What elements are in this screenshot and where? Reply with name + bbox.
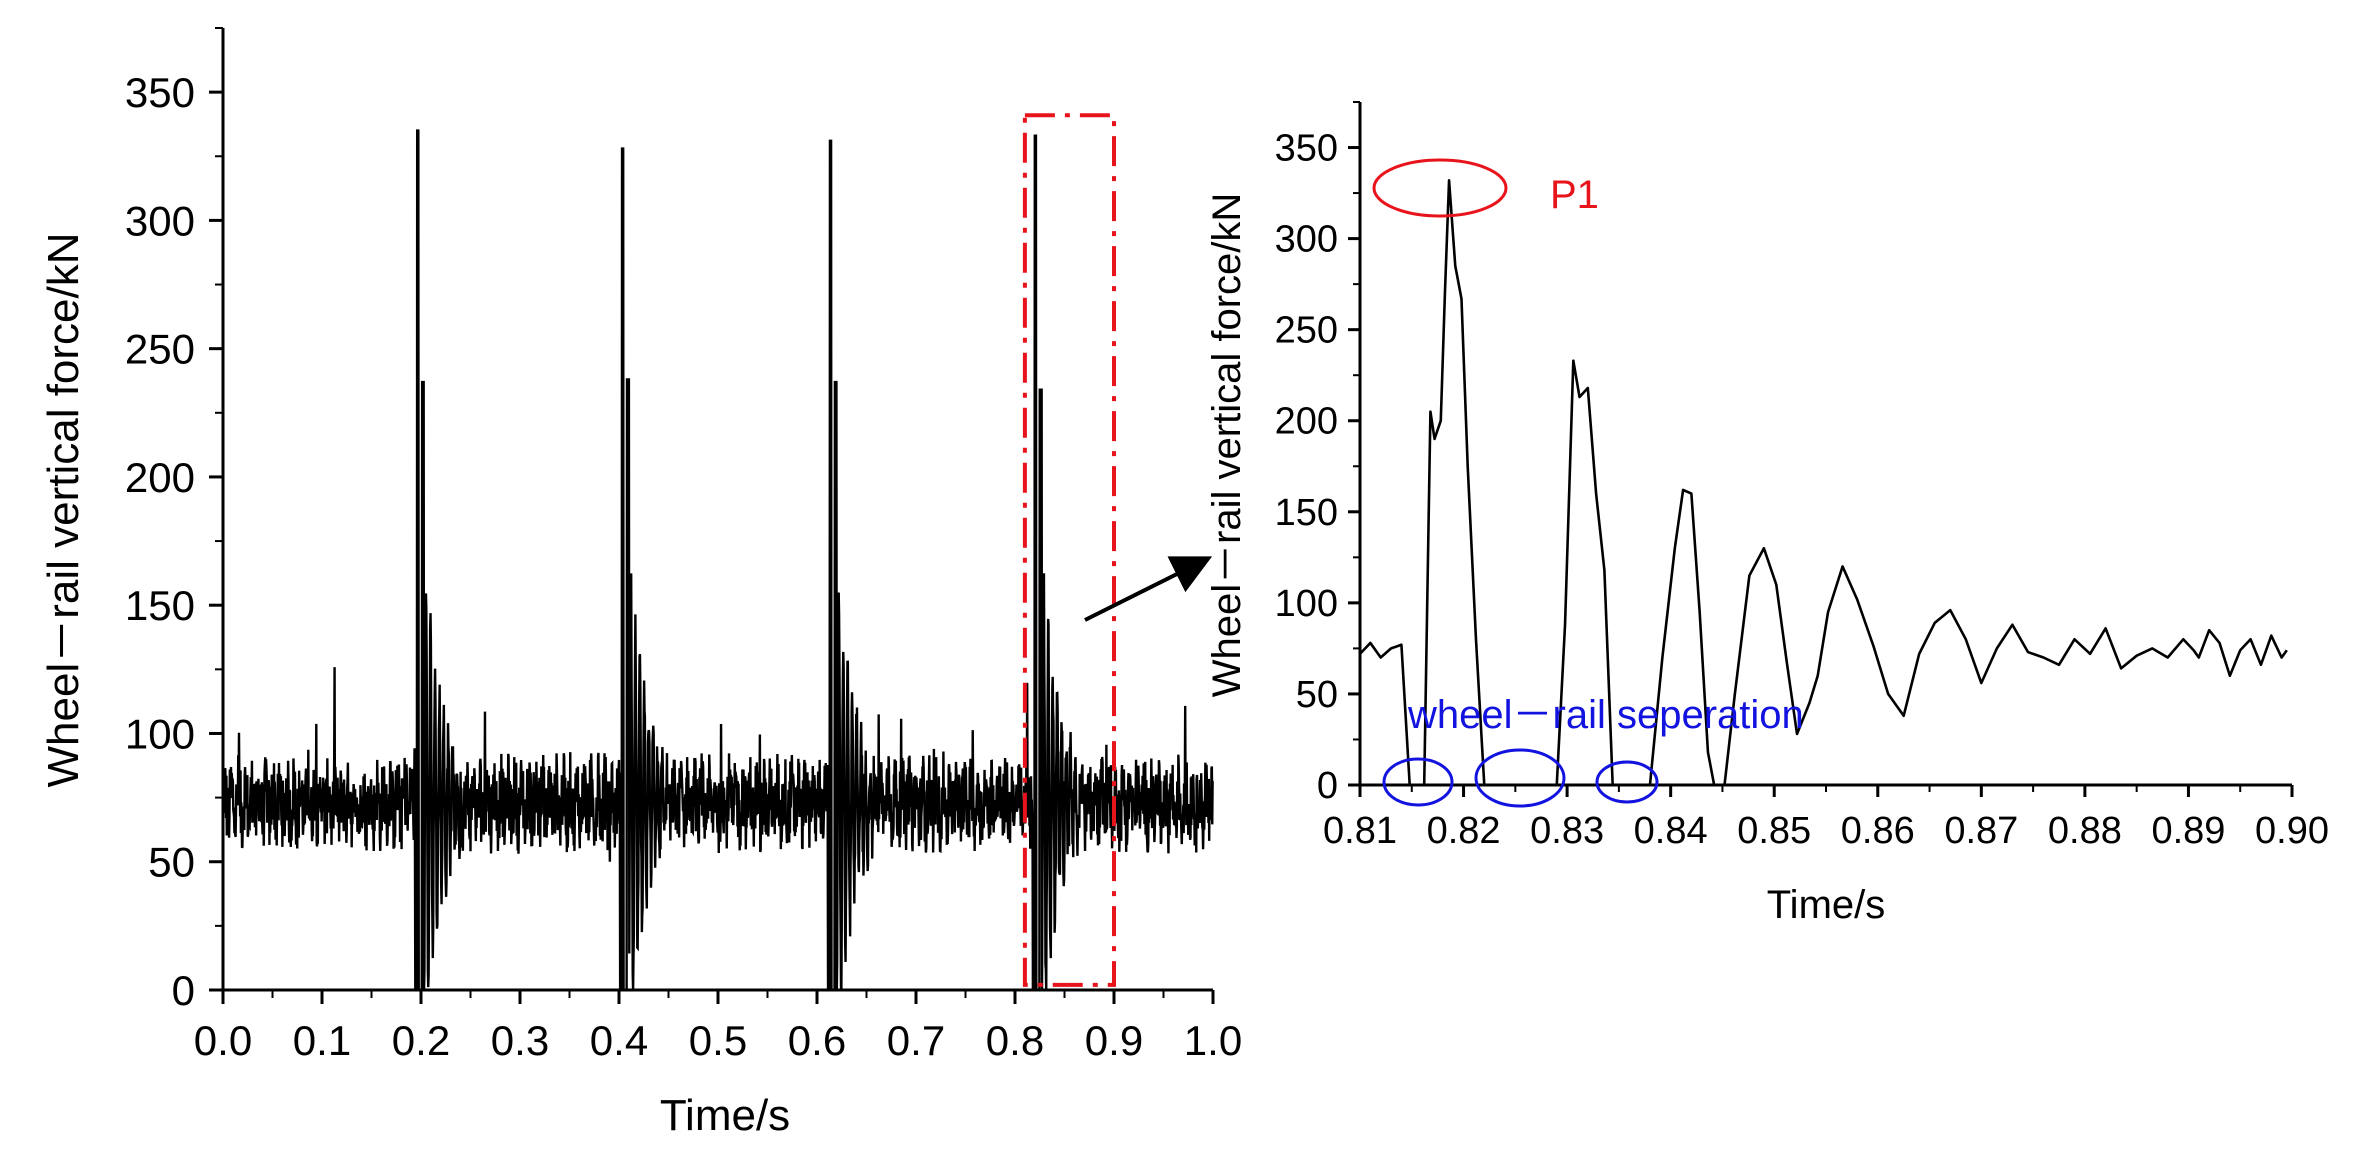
left-chart: 0.0 0.1 0.2 0.3 0.4 0.5 0.6 0.7 0.8 0.9 1.0 0 50 100… <box>39 27 1242 1140</box>
right-y-tick-label: 300 <box>1275 219 1338 261</box>
right-y-tick-label: 150 <box>1275 492 1338 534</box>
right-x-tick-label: 0.84 <box>1634 810 1708 852</box>
right-x-tick-label: 0.82 <box>1427 810 1501 852</box>
left-x-tick-label: 0.9 <box>1085 1017 1143 1064</box>
separation-ellipse-1 <box>1382 757 1454 807</box>
p1-label: P1 <box>1550 173 1599 217</box>
left-x-tick-label: 0.3 <box>491 1017 549 1064</box>
left-y-axis-title: Wheel－rail vertical force/kN <box>39 232 88 787</box>
p1-highlight-ellipse <box>1372 158 1508 218</box>
right-x-tick-label: 0.89 <box>2151 810 2225 852</box>
left-x-tick-label: 1.0 <box>1184 1017 1242 1064</box>
right-axes <box>1358 102 2292 787</box>
right-x-axis-title: Time/s <box>1767 883 1886 927</box>
left-y-ticks: 0 50 100 150 200 250 300 350 <box>125 27 223 1014</box>
left-x-tick-label: 0.1 <box>293 1017 351 1064</box>
left-x-tick-label: 0.8 <box>986 1017 1044 1064</box>
right-y-tick-label: 50 <box>1296 674 1338 716</box>
left-y-tick-label: 350 <box>125 69 195 116</box>
separation-label: wheel－rail seperation <box>1407 693 1804 737</box>
right-x-tick-label: 0.83 <box>1530 810 1604 852</box>
left-y-tick-label: 250 <box>125 326 195 373</box>
left-y-tick-label: 100 <box>125 710 195 757</box>
right-y-axis-title: Wheel－rail vertical force/kN <box>1205 193 1249 698</box>
left-x-tick-label: 0.4 <box>590 1017 648 1064</box>
left-x-ticks: 0.0 0.1 0.2 0.3 0.4 0.5 0.6 0.7 0.8 0.9 1.0 <box>194 990 1242 1064</box>
right-y-ticks: 0 50 100 150 200 250 300 350 <box>1275 101 1360 807</box>
left-x-tick-label: 0.5 <box>689 1017 747 1064</box>
separation-ellipse-2 <box>1474 748 1566 808</box>
left-plot-area <box>221 129 1214 992</box>
right-y-tick-label: 100 <box>1275 583 1338 625</box>
right-x-tick-label: 0.85 <box>1737 810 1811 852</box>
right-x-ticks: 0.81 0.82 0.83 0.84 0.85 0.86 0.87 0.88 0.89 0.90 <box>1323 785 2329 852</box>
left-x-tick-label: 0.0 <box>194 1017 252 1064</box>
left-y-tick-label: 200 <box>125 454 195 501</box>
right-y-tick-label: 250 <box>1275 310 1338 352</box>
left-y-tick-label: 150 <box>125 582 195 629</box>
separation-ellipse-3 <box>1595 760 1659 804</box>
left-x-tick-label: 0.7 <box>887 1017 945 1064</box>
right-x-tick-label: 0.87 <box>1944 810 2018 852</box>
left-series-line <box>221 129 1214 992</box>
zoom-highlight-rect <box>1022 113 1117 987</box>
left-y-tick-label: 0 <box>172 967 195 1014</box>
left-y-tick-label: 50 <box>148 839 195 886</box>
right-x-tick-label: 0.90 <box>2255 810 2329 852</box>
right-plot-area <box>1359 179 2288 787</box>
right-chart: 0.81 0.82 0.83 0.84 0.85 0.86 0.87 0.88 0.89 0.90… <box>1205 101 2329 927</box>
right-y-tick-label: 200 <box>1275 401 1338 443</box>
right-x-tick-label: 0.88 <box>2048 810 2122 852</box>
right-y-tick-label: 0 <box>1317 765 1338 807</box>
zoom-highlight-box <box>1022 113 1117 987</box>
left-x-axis-title: Time/s <box>660 1091 790 1140</box>
left-y-tick-label: 300 <box>125 197 195 244</box>
zoom-arrow <box>1084 556 1213 622</box>
left-x-tick-label: 0.2 <box>392 1017 450 1064</box>
right-y-tick-label: 350 <box>1275 128 1338 170</box>
right-x-tick-label: 0.81 <box>1323 810 1397 852</box>
right-x-tick-label: 0.86 <box>1841 810 1915 852</box>
right-series-line <box>1359 179 2288 787</box>
left-x-tick-label: 0.6 <box>788 1017 846 1064</box>
